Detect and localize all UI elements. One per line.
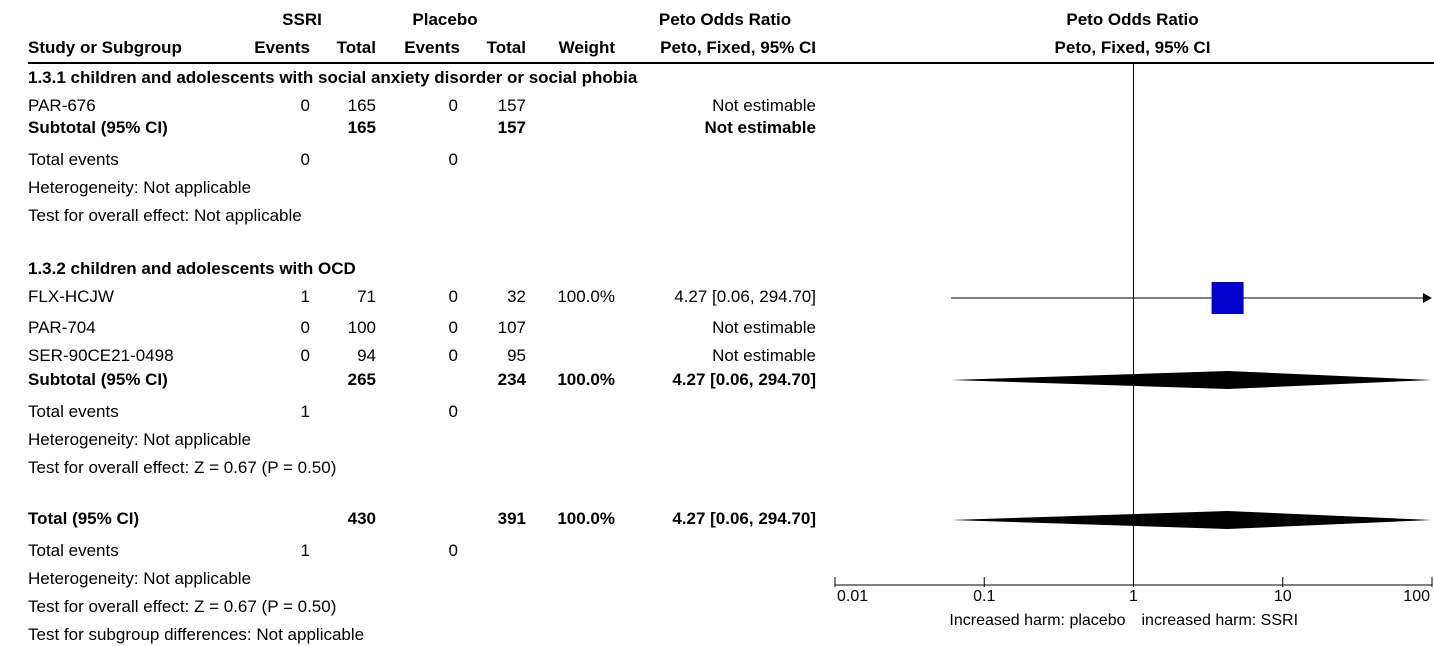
total2-cell: 157 [497,96,526,115]
x-tick-label: 0.01 [837,588,868,605]
effect-cell: Not estimable [712,318,816,337]
events2-cell: 0 [448,541,458,560]
ci-arrow-icon [1423,293,1432,303]
events-label: Total events [28,402,119,421]
events1-cell: 1 [300,287,310,306]
x-tick-label: 100 [1403,588,1430,605]
total1-cell: 165 [347,118,376,137]
weight-cell: 100.0% [557,287,615,306]
events1-cell: 0 [300,150,310,169]
note-label: Heterogeneity: Not applicable [28,569,252,588]
events2-cell: 0 [448,287,458,306]
note-label: Test for subgroup differences: Not appli… [28,625,365,644]
total2-cell: 95 [507,346,526,365]
summary-diamond [951,511,1432,529]
x-tick-label: 1 [1129,588,1138,605]
effect-cell: Not estimable [712,346,816,365]
events1-cell: 0 [300,96,310,115]
effect-cell: Not estimable [704,118,816,137]
study-label: PAR-704 [28,318,96,337]
total2-cell: 32 [507,287,526,306]
study-square [1211,282,1244,314]
subtotal-label: Subtotal (95% CI) [28,370,168,389]
plot-method: Peto, Fixed, 95% CI [1054,38,1211,57]
effect-cell: 4.27 [0.06, 294.70] [672,370,816,389]
col-study: Study or Subgroup [28,38,182,57]
col-weight: Weight [558,38,615,57]
total2-cell: 107 [497,318,526,337]
header-rule [28,62,1434,64]
effect-title: Peto Odds Ratio [658,10,792,29]
subtotal-label: Subtotal (95% CI) [28,118,168,137]
total2-cell: 157 [497,118,526,137]
group2-header: Placebo [412,10,478,29]
events2-cell: 0 [448,346,458,365]
total1-cell: 71 [357,287,376,306]
col-total2: Total [486,38,526,57]
col-method: Peto, Fixed, 95% CI [660,38,816,57]
study-label: PAR-676 [28,96,96,115]
total1-cell: 165 [347,96,376,115]
summary-diamond [951,371,1432,389]
total-label: Total (95% CI) [28,509,140,528]
weight-cell: 100.0% [557,509,615,528]
study-label: FLX-HCJW [28,287,114,306]
total2-cell: 234 [497,370,526,389]
events2-cell: 0 [448,318,458,337]
note-label: Test for overall effect: Z = 0.67 (P = 0… [28,458,337,477]
total1-cell: 265 [347,370,376,389]
total1-cell: 94 [357,346,376,365]
weight-cell: 100.0% [557,370,615,389]
effect-cell: Not estimable [712,96,816,115]
plot-title: Peto Odds Ratio [1066,10,1199,29]
total2-cell: 391 [497,509,526,528]
note-label: Heterogeneity: Not applicable [28,430,252,449]
events2-cell: 0 [448,150,458,169]
left-direction-label: Increased harm: placebo [949,612,1125,629]
col-total1: Total [336,38,376,57]
events-label: Total events [28,150,119,169]
col-events2: Events [404,38,460,57]
subgroup-label: 1.3.2 children and adolescents with OCD [28,259,356,278]
events1-cell: 0 [300,318,310,337]
events1-cell: 1 [300,402,310,421]
effect-cell: 4.27 [0.06, 294.70] [674,287,816,306]
group1-header: SSRI [282,10,322,29]
events1-cell: 1 [300,541,310,560]
events2-cell: 0 [448,402,458,421]
subgroup-label: 1.3.1 children and adolescents with soci… [28,68,638,87]
total1-cell: 430 [347,509,376,528]
x-tick-label: 10 [1274,588,1292,605]
study-label: SER-90CE21-0498 [28,346,174,365]
right-direction-label: increased harm: SSRI [1142,612,1299,629]
note-label: Test for overall effect: Z = 0.67 (P = 0… [28,597,337,616]
events-label: Total events [28,541,119,560]
col-events1: Events [254,38,310,57]
total1-cell: 100 [347,318,376,337]
note-label: Test for overall effect: Not applicable [28,206,302,225]
events1-cell: 0 [300,346,310,365]
events2-cell: 0 [448,96,458,115]
x-tick-label: 0.1 [973,588,995,605]
note-label: Heterogeneity: Not applicable [28,178,252,197]
effect-cell: 4.27 [0.06, 294.70] [672,509,816,528]
